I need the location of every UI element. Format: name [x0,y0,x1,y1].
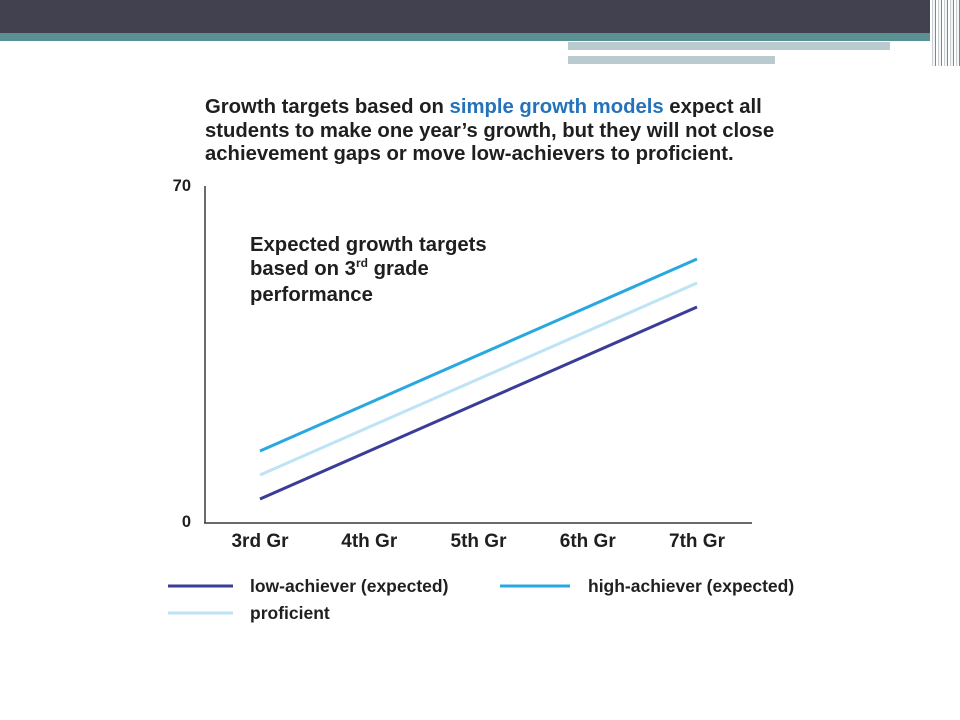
series-line-high-achiever-expected [259,257,698,453]
x-tick-label: 3rd Gr [231,531,289,552]
legend-label: low-achiever (expected) [250,576,448,596]
legend-label: high-achiever (expected) [588,576,794,596]
annotation-line: based on 3rd grade [250,256,487,283]
chart-title-highlight: simple growth models [449,96,664,118]
legend-entry: proficient [168,603,330,623]
legend: low-achiever (expected) high-achiever (ex… [168,576,794,623]
x-tick-labels: 3rd Gr 4th Gr 5th Gr 6th Gr 7th Gr [231,531,725,552]
x-tick-label: 4th Gr [341,531,398,552]
header-accent-stripe [0,33,930,41]
annotation-line: performance [250,284,373,306]
legend-entry: high-achiever (expected) [500,576,794,596]
y-tick-label: 0 [182,513,191,531]
series-lines [259,257,698,501]
annotation-superscript: rd [355,256,368,270]
x-tick-label: 5th Gr [451,531,508,552]
chart-annotation: Expected growth targets based on 3rd gra… [250,233,487,307]
chart-title-line: Growth targets based on simple growth mo… [205,96,774,120]
series-line-low-achiever-expected [259,305,698,501]
legend-entry: low-achiever (expected) [168,576,448,596]
chart-title-line: students to make one year’s growth, but … [205,119,775,142]
chart-title-line: achievement gaps or move low-achievers t… [205,143,734,165]
legend-label: proficient [250,603,330,623]
chart-title-text: Growth targets based on [205,96,450,118]
y-tick-labels: 0 70 [173,177,191,531]
x-tick-label: 6th Gr [560,531,617,552]
header-deco-bar [568,56,775,64]
chart-title-text: expect all [663,96,762,118]
series-line-proficient [259,281,698,477]
annotation-text: based on 3 [250,258,356,280]
header-deco-bar [568,42,890,52]
annotation-line: Expected growth targets [250,234,487,256]
header-binding-stripes [930,0,960,66]
y-tick-label: 70 [173,177,191,195]
chart-title: Growth targets based on simple growth mo… [205,96,774,167]
annotation-text: grade [367,258,429,280]
x-tick-label: 7th Gr [669,531,726,552]
header-bar [0,0,960,33]
